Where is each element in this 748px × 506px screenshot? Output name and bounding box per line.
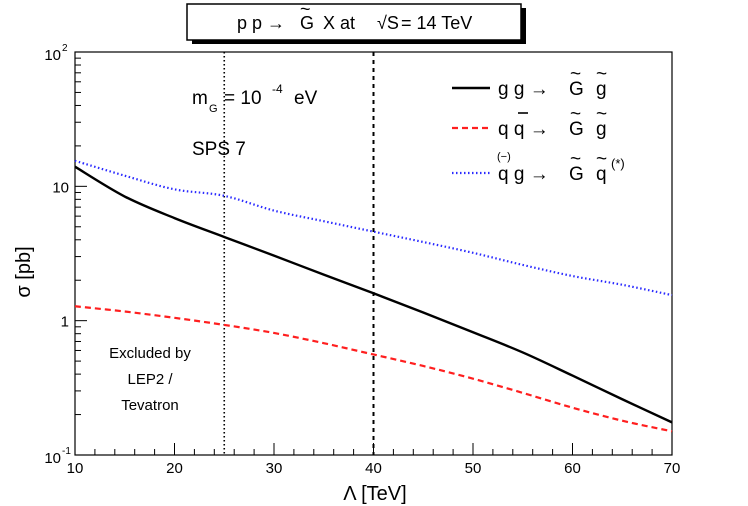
- legend-qg-sup: (*): [611, 156, 625, 171]
- title-tilde: ~: [300, 0, 311, 19]
- legend-qqbar-tilde2: ~: [596, 104, 607, 125]
- axis-ticks: [74, 57, 673, 456]
- mass-value: = 10: [224, 88, 262, 109]
- x-tick-label: 10: [67, 460, 84, 477]
- y-tick-exponent: -1: [62, 446, 71, 457]
- legend-qg-paren: (−): [497, 151, 511, 163]
- legend-qqbar-gluino: g: [596, 119, 607, 140]
- title-rest: X at: [323, 13, 355, 33]
- title-sqrt: √S: [377, 13, 399, 33]
- legend-qg-tilde1: ~: [570, 149, 581, 170]
- legend-gg-lhs: g g →: [498, 79, 549, 100]
- title-energy: = 14 TeV: [401, 13, 472, 33]
- legend-qqbar-lhs: q q →: [498, 119, 549, 140]
- excluded-line-2: LEP2 /: [127, 371, 173, 388]
- legend-qg-lhs: q g →: [498, 164, 549, 185]
- mass-subscript: G: [209, 103, 218, 115]
- series-line-gg: [74, 165, 673, 424]
- legend-qqbar-tilde1: ~: [570, 104, 581, 125]
- y-tick-exponent: 2: [62, 43, 68, 54]
- y-tick-base: 10: [52, 179, 69, 196]
- y-tick-label: 1: [61, 314, 69, 331]
- legend-entry-gg: g g → G ~ g ~: [452, 64, 607, 100]
- title-gravitino: G: [300, 13, 314, 33]
- legend-qg-tilde2: ~: [596, 149, 607, 170]
- reference-lines: [223, 52, 375, 455]
- title-frame: [186, 3, 522, 41]
- legend-entry-qg: (−) q g → G ~ q ~ (*): [452, 149, 625, 185]
- y-axis-title: σ [pb]: [13, 246, 35, 297]
- series-line-qqbar: [74, 305, 673, 433]
- x-axis-title: Λ [TeV]: [343, 483, 406, 505]
- legend-gg-tilde1: ~: [570, 64, 581, 85]
- y-tick-label: 10 -1: [44, 446, 71, 467]
- title-process: p p →: [237, 13, 285, 33]
- legend-entry-qqbar: q q → G ~ g ~: [452, 104, 607, 140]
- title-box: p p → G ~ X at √S = 14 TeV: [186, 0, 526, 44]
- y-tick-base: 10: [44, 450, 61, 467]
- x-tick-label: 60: [564, 460, 581, 477]
- y-tick-base: 10: [44, 47, 61, 64]
- legend-qg-gravitino: G: [569, 164, 584, 185]
- legend-qqbar-gravitino: G: [569, 119, 584, 140]
- x-tick-label: 40: [365, 460, 382, 477]
- y-tick-base: 1: [61, 314, 69, 331]
- x-tick-label: 30: [266, 460, 283, 477]
- x-tick-label: 70: [664, 460, 681, 477]
- mass-unit: eV: [294, 88, 318, 109]
- y-tick-label: 10 2: [44, 43, 68, 64]
- x-tick-label: 50: [465, 460, 482, 477]
- mass-annotation: m G = 10 -4 eV: [192, 82, 318, 115]
- mass-symbol: m: [192, 88, 208, 109]
- legend-qg-squark: q: [596, 164, 607, 185]
- legend-gg-tilde2: ~: [596, 64, 607, 85]
- benchmark-label: SPS 7: [192, 139, 246, 160]
- legend-gg-gravitino: G: [569, 79, 584, 100]
- series-lines: [74, 159, 673, 433]
- excluded-line-1: Excluded by: [109, 345, 191, 362]
- mass-exponent: -4: [272, 82, 283, 96]
- excluded-region-label: Excluded by LEP2 / Tevatron: [109, 345, 191, 414]
- y-tick-label: 10: [52, 179, 69, 196]
- legend: g g → G ~ g ~ q q → G ~ g ~ (−) q g → G …: [452, 64, 625, 185]
- x-tick-label: 20: [166, 460, 183, 477]
- legend-gg-gluino: g: [596, 79, 607, 100]
- excluded-line-3: Tevatron: [121, 397, 179, 414]
